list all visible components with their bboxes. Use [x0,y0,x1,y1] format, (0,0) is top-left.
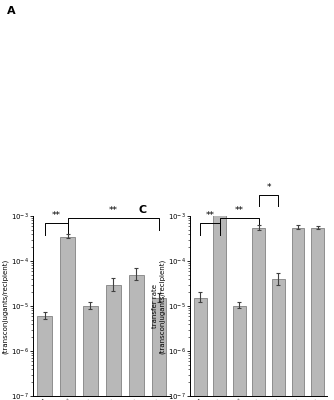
Y-axis label: transfer rate
(transconjugants/recipient): transfer rate (transconjugants/recipient… [0,258,9,354]
Bar [272,279,285,400]
Bar [106,284,121,400]
Bar [253,228,265,400]
Text: A: A [7,6,15,16]
Bar [194,298,206,400]
Text: **: ** [205,211,214,220]
Text: **: ** [52,211,61,220]
Bar [213,212,226,400]
Text: C: C [138,205,147,215]
Bar [37,316,52,400]
Bar [292,228,304,400]
Text: **: ** [109,206,118,215]
Text: *: * [267,183,271,192]
Bar [129,274,144,400]
Text: **: ** [235,206,244,215]
Bar [311,228,324,400]
Bar [83,306,98,400]
Bar [233,306,245,400]
Bar [60,236,75,400]
Y-axis label: transfer rate
(transconjugants/recipient): transfer rate (transconjugants/recipient… [152,258,166,354]
Bar [152,298,166,400]
